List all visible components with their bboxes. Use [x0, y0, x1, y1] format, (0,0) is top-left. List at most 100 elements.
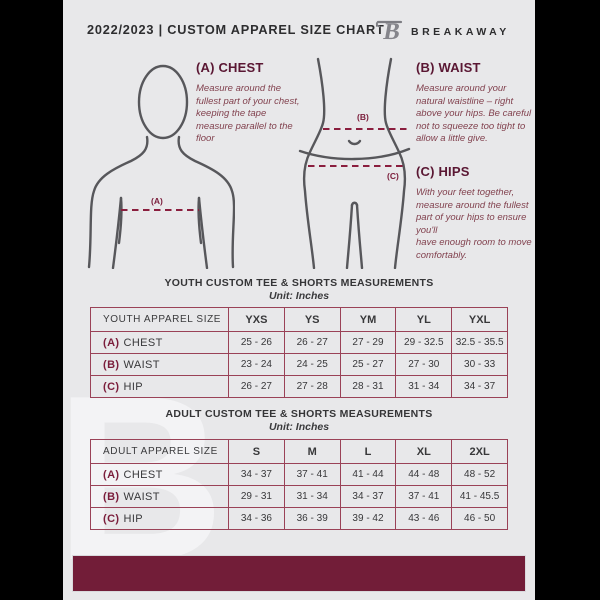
- value-cell: 34 - 37: [339, 485, 397, 508]
- value-cell: 36 - 39: [283, 507, 341, 530]
- adult-apparel-size-header: ADULT APPAREL SIZE: [90, 439, 229, 464]
- adult-waist-row: (B) WAIST 29 - 31 31 - 34 34 - 37 37 - 41…: [90, 485, 508, 508]
- row-label-prefix: (A): [103, 468, 120, 481]
- document-header: 2022/2023 | CUSTOM APPAREL SIZE CHART B …: [63, 0, 535, 52]
- left-armpit-crease: [117, 196, 123, 245]
- value-cell: 44 - 48: [395, 463, 453, 486]
- value-cell: 24 - 25: [283, 353, 341, 376]
- value-cell: 23 - 24: [228, 353, 285, 376]
- row-label-prefix: (B): [103, 358, 120, 371]
- left-shoulder-arm: [87, 135, 149, 269]
- chest-text: Measure around the fullest part of your …: [196, 83, 300, 145]
- row-label: HIP: [123, 512, 144, 525]
- size-header-cell: YS: [283, 307, 341, 332]
- value-cell: 25 - 27: [339, 353, 397, 376]
- value-cell: 25 - 26: [228, 331, 285, 354]
- value-cell: 31 - 34: [395, 375, 453, 398]
- value-cell: 26 - 27: [228, 375, 285, 398]
- value-cell: 46 - 50: [451, 507, 508, 530]
- value-cell: 28 - 31: [339, 375, 397, 398]
- size-header-cell: L: [339, 439, 397, 464]
- adult-table-title: ADULT CUSTOM TEE & SHORTS MEASUREMENTS: [165, 408, 433, 420]
- value-cell: 27 - 30: [395, 353, 453, 376]
- hips-line-label: (C): [387, 171, 399, 181]
- size-header-cell: YM: [339, 307, 397, 332]
- waist-line-label: (B): [357, 112, 369, 122]
- row-label-prefix: (C): [103, 512, 120, 525]
- right-inner-leg: [355, 203, 364, 269]
- right-armpit-crease: [197, 196, 203, 245]
- row-label: WAIST: [123, 490, 160, 503]
- value-cell: 41 - 44: [339, 463, 397, 486]
- value-cell: 34 - 36: [228, 507, 285, 530]
- value-cell: 26 - 27: [283, 331, 341, 354]
- upper-body-figure: [87, 64, 235, 269]
- value-cell: 29 - 31: [228, 485, 285, 508]
- row-label-cell: (B) WAIST: [90, 353, 229, 376]
- row-label-cell: (A) CHEST: [90, 463, 229, 486]
- size-header-cell: YXL: [451, 307, 508, 332]
- svg-text:B: B: [382, 18, 403, 42]
- value-cell: 41 - 45.5: [451, 485, 508, 508]
- youth-table-unit: Unit: Inches: [268, 290, 330, 302]
- right-shoulder-arm: [177, 135, 235, 269]
- value-cell: 32.5 - 35.5: [451, 331, 508, 354]
- left-body-outline: [302, 57, 326, 269]
- youth-waist-row: (B) WAIST 23 - 24 24 - 25 25 - 27 27 - 30…: [90, 353, 508, 376]
- breakaway-logo-icon: B: [375, 18, 403, 42]
- youth-size-table: YOUTH APPAREL SIZE YXS YS YM YL YXL (A) C…: [90, 307, 508, 398]
- row-label-cell: (C) HIP: [90, 507, 229, 530]
- navel-mark: [347, 139, 362, 146]
- value-cell: 48 - 52: [451, 463, 508, 486]
- head-outline: [137, 64, 189, 140]
- value-cell: 27 - 29: [339, 331, 397, 354]
- youth-table-title: YOUTH CUSTOM TEE & SHORTS MEASUREMENTS: [164, 277, 434, 289]
- adult-table-unit: Unit: Inches: [268, 421, 330, 433]
- hips-text: With your feet together, measure around …: [416, 187, 532, 261]
- footer-accent-bar: [72, 555, 526, 592]
- adult-header-row: ADULT APPAREL SIZE S M L XL 2XL: [90, 439, 508, 464]
- size-header-cell: XL: [395, 439, 453, 464]
- value-cell: 31 - 34: [283, 485, 341, 508]
- waistband-curve: [298, 147, 411, 161]
- row-label-prefix: (B): [103, 490, 120, 503]
- page-title: 2022/2023 | CUSTOM APPAREL SIZE CHART: [87, 22, 385, 37]
- hips-instructions: (C) HIPS With your feet together, measur…: [416, 164, 532, 262]
- row-label-prefix: (C): [103, 380, 120, 393]
- row-label: HIP: [123, 380, 144, 393]
- value-cell: 29 - 32.5: [395, 331, 453, 354]
- hips-heading: (C) HIPS: [416, 164, 470, 179]
- value-cell: 30 - 33: [451, 353, 508, 376]
- chest-instructions: (A) CHEST Measure around the fullest par…: [196, 60, 300, 146]
- youth-chest-row: (A) CHEST 25 - 26 26 - 27 27 - 29 29 - 32…: [90, 331, 508, 354]
- youth-hip-row: (C) HIP 26 - 27 27 - 28 28 - 31 31 - 34 3…: [90, 375, 508, 398]
- brand-name: BREAKAWAY: [411, 25, 510, 38]
- row-label-prefix: (A): [103, 336, 120, 349]
- row-label: CHEST: [123, 336, 163, 349]
- row-label: CHEST: [123, 468, 163, 481]
- row-label-cell: (A) CHEST: [90, 331, 229, 354]
- row-label: WAIST: [123, 358, 160, 371]
- chest-heading: (A) CHEST: [196, 60, 264, 75]
- lower-body-figure: [298, 57, 411, 269]
- right-body-outline: [383, 57, 407, 269]
- size-header-cell: S: [228, 439, 285, 464]
- adult-chest-row: (A) CHEST 34 - 37 37 - 41 41 - 44 44 - 48…: [90, 463, 508, 486]
- left-inner-leg: [345, 203, 354, 269]
- youth-apparel-size-header: YOUTH APPAREL SIZE: [90, 307, 229, 332]
- youth-header-row: YOUTH APPAREL SIZE YXS YS YM YL YXL: [90, 307, 508, 332]
- waist-heading: (B) WAIST: [416, 60, 481, 75]
- value-cell: 37 - 41: [283, 463, 341, 486]
- size-header-cell: YXS: [228, 307, 285, 332]
- adult-size-table: ADULT APPAREL SIZE S M L XL 2XL (A) CHEST…: [90, 439, 508, 530]
- size-header-cell: 2XL: [451, 439, 508, 464]
- waist-text: Measure around your natural waistline – …: [416, 83, 532, 145]
- size-header-cell: YL: [395, 307, 453, 332]
- value-cell: 27 - 28: [283, 375, 341, 398]
- size-chart-document: B 2022/2023 | CUSTOM APPAREL SIZE CHART …: [63, 0, 535, 600]
- value-cell: 34 - 37: [451, 375, 508, 398]
- adult-hip-row: (C) HIP 34 - 36 36 - 39 39 - 42 43 - 46 4…: [90, 507, 508, 530]
- value-cell: 34 - 37: [228, 463, 285, 486]
- row-label-cell: (B) WAIST: [90, 485, 229, 508]
